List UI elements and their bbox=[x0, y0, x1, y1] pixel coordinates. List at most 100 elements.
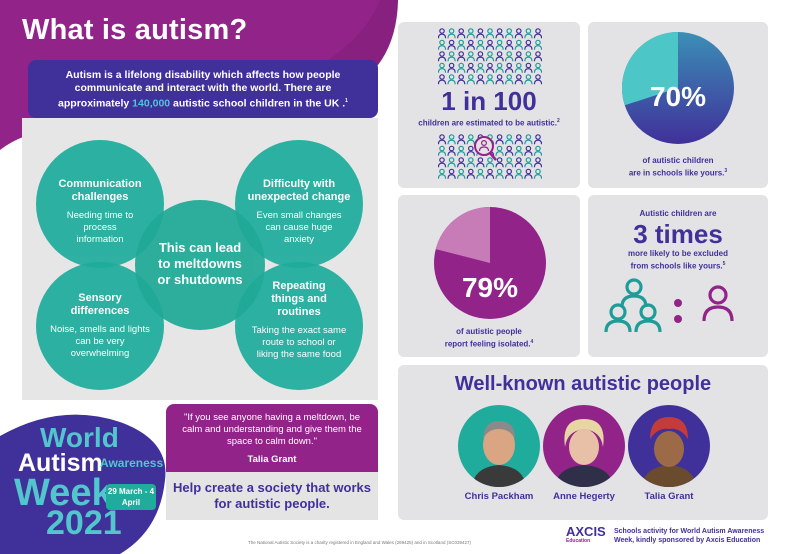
ratio-dot bbox=[674, 315, 682, 323]
stat-70-caption: of autistic children are in schools like… bbox=[588, 156, 768, 179]
event-world: World bbox=[40, 422, 119, 453]
ratio-dot bbox=[674, 299, 682, 307]
person-name: Talia Grant bbox=[644, 491, 694, 502]
person-icon bbox=[466, 168, 475, 179]
page-title: What is autism? bbox=[22, 14, 248, 46]
caption-line1: more likely to be excluded bbox=[627, 249, 729, 258]
person-icon bbox=[505, 39, 514, 50]
person-icon bbox=[495, 28, 504, 39]
traits-panel: Communication challenges Needing time to… bbox=[22, 118, 378, 400]
person-icon bbox=[505, 168, 514, 179]
person-icon bbox=[457, 74, 466, 85]
caption-text: children are estimated to be autistic. bbox=[418, 118, 557, 128]
pie-70: 70% bbox=[622, 32, 734, 144]
person-icon bbox=[514, 62, 523, 73]
person-icon bbox=[524, 62, 533, 73]
person-icon bbox=[476, 168, 485, 179]
three-times-pre: Autistic children are bbox=[639, 209, 717, 218]
person-icon bbox=[505, 74, 514, 85]
person-icon bbox=[533, 62, 542, 73]
caption-text: from schools like yours. bbox=[630, 261, 723, 271]
avatar-chris-packham bbox=[458, 405, 540, 487]
person-icon bbox=[514, 145, 523, 156]
person-icon bbox=[533, 74, 542, 85]
person-icon bbox=[514, 168, 523, 179]
person-icon bbox=[533, 168, 542, 179]
circle-text: Even small changes can cause huge anxiet… bbox=[256, 210, 342, 245]
caption-text: report feeling isolated. bbox=[444, 339, 531, 349]
caption-line1: of autistic children bbox=[642, 156, 714, 165]
circle-title: Difficulty with unexpected change bbox=[247, 178, 351, 203]
person-icon bbox=[505, 157, 514, 168]
person-icon bbox=[466, 145, 475, 156]
person-icon bbox=[505, 134, 514, 145]
person-icon bbox=[533, 39, 542, 50]
stat-panel-3-times: Autistic children are 3 times more likel… bbox=[588, 195, 768, 357]
avatar-anne-hegerty bbox=[543, 405, 625, 487]
event-autism: Autism bbox=[18, 449, 103, 477]
person-icon bbox=[447, 51, 456, 62]
person-icon bbox=[485, 28, 495, 39]
person-icon bbox=[524, 51, 533, 62]
person-icon bbox=[457, 39, 466, 50]
person-icon bbox=[634, 303, 662, 333]
person-icon bbox=[438, 28, 447, 39]
person-icon bbox=[476, 51, 485, 62]
person-icon bbox=[438, 74, 447, 85]
quote-author: Talia Grant bbox=[247, 454, 297, 465]
person-icon bbox=[485, 51, 495, 62]
charity-notice: The National Autistic Society is a chari… bbox=[248, 540, 471, 545]
intro-box: Autism is a lifelong disability which af… bbox=[28, 60, 378, 118]
person-icon bbox=[466, 28, 475, 39]
footnote: 2 bbox=[556, 118, 560, 124]
ratio-icons bbox=[604, 278, 734, 333]
person-icon bbox=[438, 62, 447, 73]
avatar-talia-grant bbox=[628, 405, 710, 487]
person-icon bbox=[466, 74, 475, 85]
person-icon bbox=[438, 168, 447, 179]
stat-panel-70: 70% of autistic children are in schools … bbox=[588, 22, 768, 188]
person-icon bbox=[505, 145, 514, 156]
person-icon bbox=[495, 145, 504, 156]
person-icon bbox=[514, 28, 523, 39]
person-icon bbox=[466, 39, 475, 50]
person-icon bbox=[533, 51, 542, 62]
circle-title: Sensory differences bbox=[70, 292, 130, 317]
person-icon bbox=[524, 74, 533, 85]
person-icon bbox=[457, 168, 466, 179]
person-icon bbox=[514, 74, 523, 85]
person-icon bbox=[495, 51, 504, 62]
circle-title: Repeating things and routines bbox=[271, 280, 327, 318]
person-icon bbox=[466, 134, 475, 145]
person-icon bbox=[447, 39, 456, 50]
person-icon bbox=[620, 278, 648, 308]
event-year: 2021 bbox=[46, 504, 122, 542]
circle-title: Communication challenges bbox=[58, 178, 142, 203]
intro-footnote: 1 bbox=[345, 98, 348, 104]
stat-panel-1-in-100: 1 in 100 children are estimated to be au… bbox=[398, 22, 580, 188]
circle-text: Noise, smells and lights can be very ove… bbox=[50, 324, 150, 359]
person-icon bbox=[447, 74, 456, 85]
intro-highlight: 140,000 bbox=[132, 97, 171, 110]
person-icon bbox=[495, 168, 504, 179]
person-icon bbox=[438, 145, 447, 156]
person-icon bbox=[702, 285, 734, 322]
person-icon bbox=[485, 62, 495, 73]
stat-1-in-100-caption: children are estimated to be autistic.2 bbox=[398, 118, 580, 128]
person-icon bbox=[457, 28, 466, 39]
pie-79: 79% bbox=[434, 207, 546, 319]
caption-line1: of autistic people bbox=[456, 327, 522, 336]
person-icon bbox=[524, 157, 533, 168]
person-icon bbox=[524, 39, 533, 50]
people-grid-bottom bbox=[438, 134, 542, 179]
famous-panel: Well-known autistic people Chris Packham… bbox=[398, 365, 768, 520]
person-icon bbox=[514, 157, 523, 168]
person-icon bbox=[447, 157, 456, 168]
person-icon bbox=[457, 62, 466, 73]
person-icon bbox=[476, 74, 485, 85]
person-icon bbox=[485, 168, 495, 179]
caption-text: are in schools like yours. bbox=[628, 168, 725, 178]
logo-text: AXCIS bbox=[566, 524, 606, 539]
intro-text-end: autistic school children in the UK . bbox=[170, 97, 346, 110]
person-icon bbox=[438, 39, 447, 50]
